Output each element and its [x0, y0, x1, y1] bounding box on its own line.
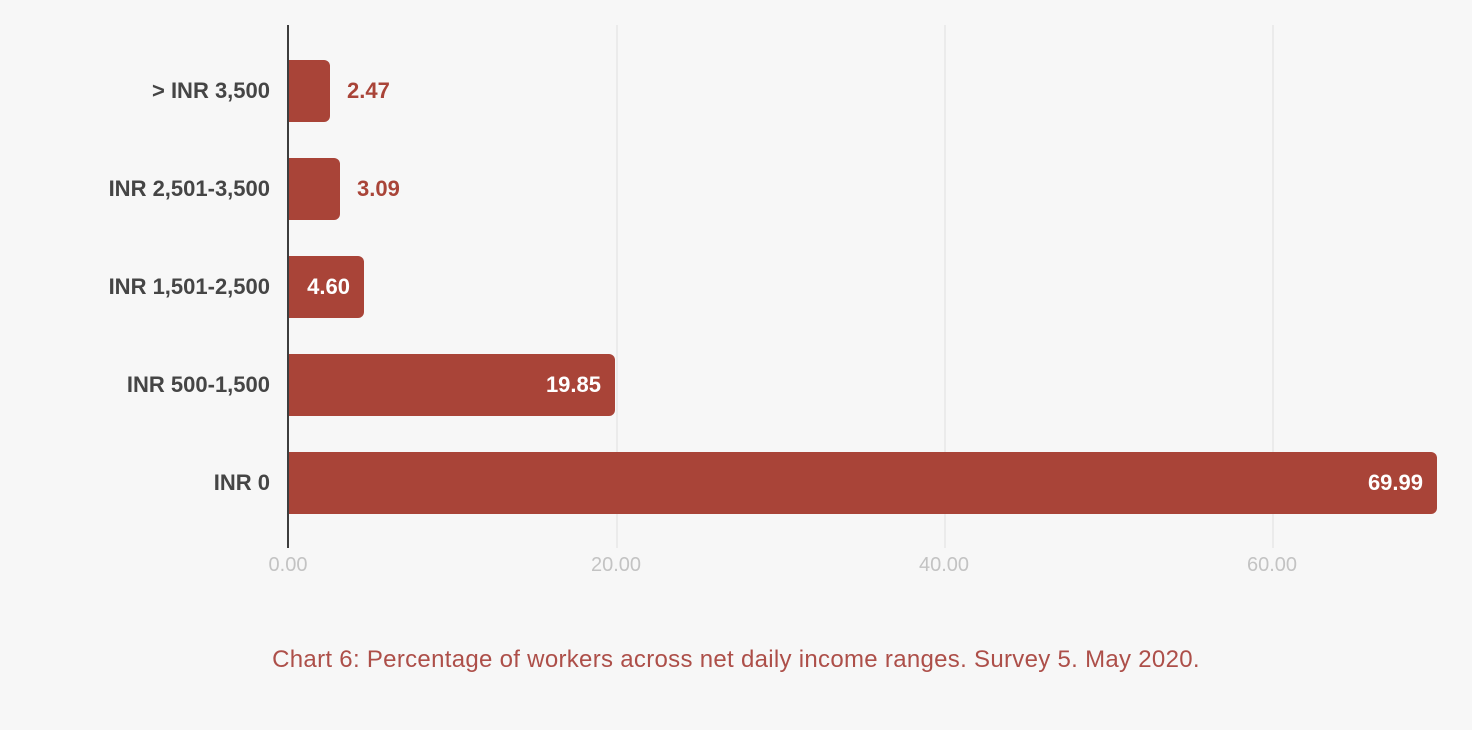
gridline-x-60 [1272, 25, 1274, 548]
bar-2 [289, 256, 364, 318]
gridline-x-40 [944, 25, 946, 548]
x-tick-label-60.00: 60.00 [1246, 554, 1298, 576]
value-label-2: 4.60 [307, 274, 350, 299]
category-label-1: INR 2,501-3,500 [108, 176, 270, 201]
gridline-x-20 [616, 25, 618, 548]
category-label-0: > INR 3,500 [151, 78, 270, 103]
bar-4 [289, 452, 1437, 514]
category-label-4: INR 0 [213, 470, 270, 495]
x-tick-label-0.00: 0.00 [268, 554, 308, 576]
value-label-4: 69.99 [1367, 470, 1423, 495]
value-label-1: 3.09 [357, 176, 400, 201]
y-axis-line [287, 25, 289, 548]
x-tick-label-40.00: 40.00 [918, 554, 970, 576]
category-label-3: INR 500-1,500 [126, 372, 270, 397]
bar-0 [289, 60, 330, 122]
bar-1 [289, 158, 340, 220]
plot-area: 2.47 3.09 4.60 19.85 69.99 [288, 25, 1472, 548]
x-tick-label-20.00: 20.00 [590, 554, 642, 576]
value-label-0: 2.47 [347, 78, 390, 103]
value-label-3: 19.85 [545, 372, 601, 397]
chart-caption: Chart 6: Percentage of workers across ne… [272, 646, 1200, 673]
bar-3 [289, 354, 615, 416]
category-label-2: INR 1,501-2,500 [108, 274, 270, 299]
